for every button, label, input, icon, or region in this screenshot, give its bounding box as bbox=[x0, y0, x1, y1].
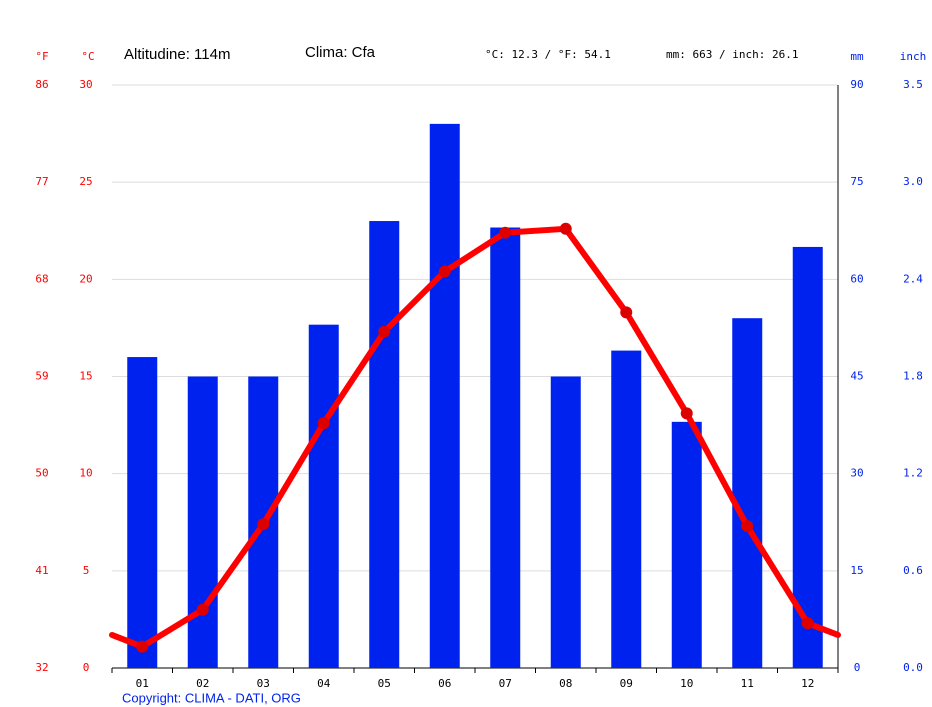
y-tick-label: 2.4 bbox=[903, 272, 923, 285]
x-tick-label: 10 bbox=[680, 677, 693, 690]
x-tick-label: 05 bbox=[378, 677, 391, 690]
x-tick-label: 07 bbox=[499, 677, 512, 690]
bar bbox=[308, 324, 339, 668]
y-tick-label: 30 bbox=[850, 467, 863, 480]
y-tick-label: 0.6 bbox=[903, 564, 923, 577]
y-tick-label: 3.5 bbox=[903, 78, 923, 91]
temperature-line bbox=[140, 225, 811, 650]
temperature-summary: °C: 12.3 / °F: 54.1 bbox=[485, 48, 611, 61]
x-tick-label: 03 bbox=[257, 677, 270, 690]
y-tick-label: 25 bbox=[79, 175, 92, 188]
y-tick-label: 30 bbox=[79, 78, 92, 91]
y-tick-label: 68 bbox=[35, 272, 48, 285]
y-tick-label: 1.8 bbox=[903, 370, 923, 383]
y-tick-label: 77 bbox=[35, 175, 48, 188]
x-tick-label: 09 bbox=[620, 677, 633, 690]
bar bbox=[792, 246, 823, 668]
y-tick-label: 86 bbox=[35, 78, 48, 91]
y-tick-label: 1.2 bbox=[903, 467, 923, 480]
temperature-point bbox=[620, 306, 633, 319]
temperature-point bbox=[499, 226, 512, 239]
y-tick-label: 50 bbox=[35, 467, 48, 480]
bar bbox=[429, 123, 460, 668]
y-tick-label: 60 bbox=[850, 272, 863, 285]
unit-label: °F bbox=[35, 50, 48, 63]
y-tick-label: 0 bbox=[854, 661, 861, 674]
x-tick-label: 01 bbox=[136, 677, 149, 690]
bar bbox=[671, 421, 702, 668]
x-tick-label: 11 bbox=[741, 677, 754, 690]
temperature-point bbox=[438, 265, 451, 278]
altitude: Altitudine: 114m bbox=[124, 46, 230, 63]
y-tick-label: 45 bbox=[850, 370, 863, 383]
temperature-point bbox=[317, 417, 330, 430]
y-tick-label: 90 bbox=[850, 78, 863, 91]
x-tick-label: 12 bbox=[801, 677, 814, 690]
climate-class: Clima: Cfa bbox=[305, 44, 376, 61]
bar bbox=[611, 350, 642, 668]
temperature-point bbox=[559, 222, 572, 235]
temperature-point bbox=[680, 407, 693, 420]
unit-label: °C bbox=[81, 50, 94, 63]
y-tick-label: 41 bbox=[35, 564, 48, 577]
y-tick-label: 15 bbox=[79, 370, 92, 383]
bar bbox=[127, 357, 158, 668]
y-tick-label: 0.0 bbox=[903, 661, 923, 674]
temperature-point bbox=[378, 325, 391, 338]
y-tick-label: 0 bbox=[83, 661, 90, 674]
unit-label: inch bbox=[900, 50, 927, 63]
x-tick-label: 06 bbox=[438, 677, 451, 690]
copyright: Copyright: CLIMA - DATI, ORG bbox=[122, 690, 301, 705]
y-tick-label: 10 bbox=[79, 467, 92, 480]
temperature-point bbox=[257, 518, 270, 531]
bar bbox=[732, 318, 763, 668]
x-tick-label: 04 bbox=[317, 677, 331, 690]
temperature-point bbox=[136, 640, 149, 653]
y-tick-label: 20 bbox=[79, 272, 92, 285]
temperature-point bbox=[801, 617, 814, 630]
y-tick-label: 3.0 bbox=[903, 175, 923, 188]
bar bbox=[490, 227, 521, 668]
x-tick-label: 08 bbox=[559, 677, 572, 690]
bar bbox=[550, 376, 581, 668]
y-tick-label: 75 bbox=[850, 175, 863, 188]
y-tick-label: 59 bbox=[35, 370, 48, 383]
bar bbox=[187, 376, 218, 668]
bar bbox=[369, 221, 400, 669]
temperature-point bbox=[741, 520, 754, 533]
y-tick-label: 5 bbox=[83, 564, 90, 577]
temperature-point bbox=[196, 603, 209, 616]
precipitation-summary: mm: 663 / inch: 26.1 bbox=[666, 48, 798, 61]
y-tick-label: 32 bbox=[35, 661, 48, 674]
unit-label: mm bbox=[850, 50, 864, 63]
x-tick-label: 02 bbox=[196, 677, 209, 690]
y-tick-label: 15 bbox=[850, 564, 863, 577]
